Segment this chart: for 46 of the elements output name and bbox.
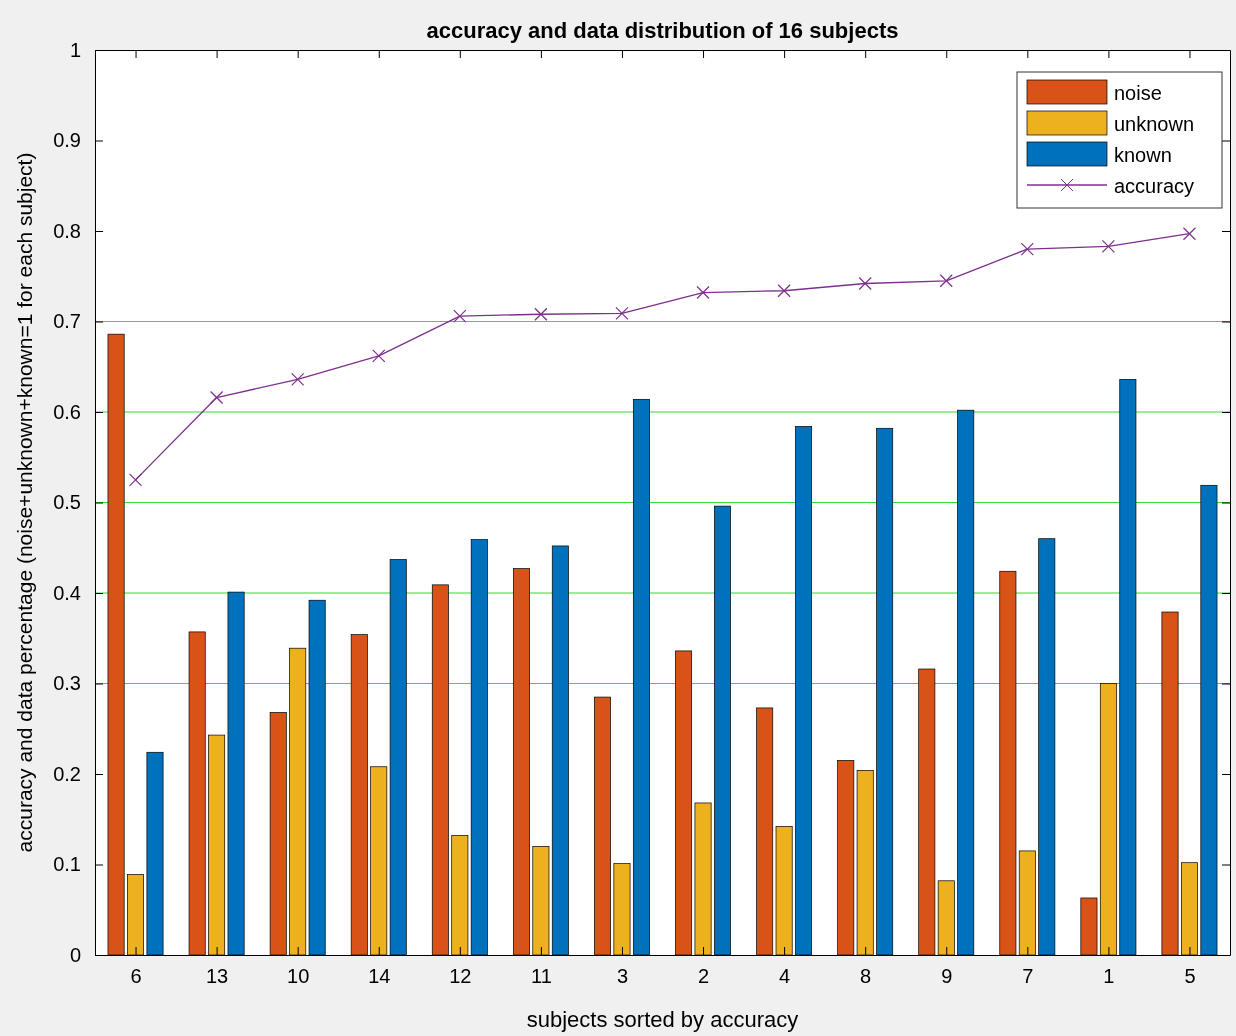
legend-label: known xyxy=(1114,144,1172,166)
y-tick-label: 0.9 xyxy=(53,129,81,152)
y-axis-title: accuracy and data percentage (noise+unknown+known=1 for each subject) xyxy=(13,152,36,853)
x-tick-label: 2 xyxy=(697,965,710,988)
x-tick-label: 1 xyxy=(1103,965,1115,988)
y-tick-label: 0.4 xyxy=(53,581,81,604)
x-tick-label: 13 xyxy=(205,965,229,988)
y-tick-label: 0.6 xyxy=(53,400,81,423)
y-tick-label: 0.2 xyxy=(53,762,81,785)
point xyxy=(777,284,791,298)
x-axis-title: subjects sorted by accuracy xyxy=(526,1007,799,1032)
x-tick-label: 9 xyxy=(941,965,953,988)
x-tick-label: 6 xyxy=(130,965,142,988)
y-tick-label: 0.8 xyxy=(53,219,81,242)
point xyxy=(1182,227,1197,241)
y-tick-label: 0.3 xyxy=(53,672,81,695)
x-tick-label: 4 xyxy=(779,965,791,988)
y-tick-label: 0.1 xyxy=(53,853,81,876)
y-tick-label: 0.7 xyxy=(53,310,81,333)
legend-label: accuracy xyxy=(1114,175,1195,197)
point xyxy=(858,276,872,291)
point xyxy=(1020,242,1034,256)
point xyxy=(291,372,305,387)
point xyxy=(696,285,710,300)
y-tick-label: 0 xyxy=(69,943,81,966)
point xyxy=(534,307,548,321)
point xyxy=(128,473,143,487)
y-tick-label: 0.5 xyxy=(53,491,81,514)
point xyxy=(939,274,953,288)
chart-title: accuracy and data distribution of 16 subjects xyxy=(426,18,899,43)
point xyxy=(1101,239,1115,253)
x-tick-label: 12 xyxy=(449,965,472,988)
x-tick-label: 11 xyxy=(531,965,552,988)
legend-label: noise xyxy=(1114,82,1162,104)
y-tick-label: 1 xyxy=(69,38,81,61)
x-tick-label: 10 xyxy=(287,965,310,988)
point xyxy=(453,309,467,323)
x-tick-label: 7 xyxy=(1022,965,1034,988)
x-tick-label: 3 xyxy=(616,965,629,988)
x-tick-label: 5 xyxy=(1184,965,1196,988)
legend-label: unknown xyxy=(1114,113,1195,135)
point xyxy=(372,349,386,363)
point xyxy=(615,306,629,320)
x-tick-label: 14 xyxy=(368,965,391,988)
x-tick-label: 8 xyxy=(860,965,872,988)
point xyxy=(210,390,224,405)
